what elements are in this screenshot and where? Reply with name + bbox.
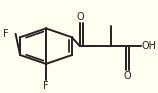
- Text: F: F: [3, 29, 8, 39]
- Text: F: F: [43, 81, 49, 91]
- Text: O: O: [76, 12, 84, 22]
- Text: O: O: [124, 71, 131, 81]
- Text: OH: OH: [141, 41, 156, 51]
